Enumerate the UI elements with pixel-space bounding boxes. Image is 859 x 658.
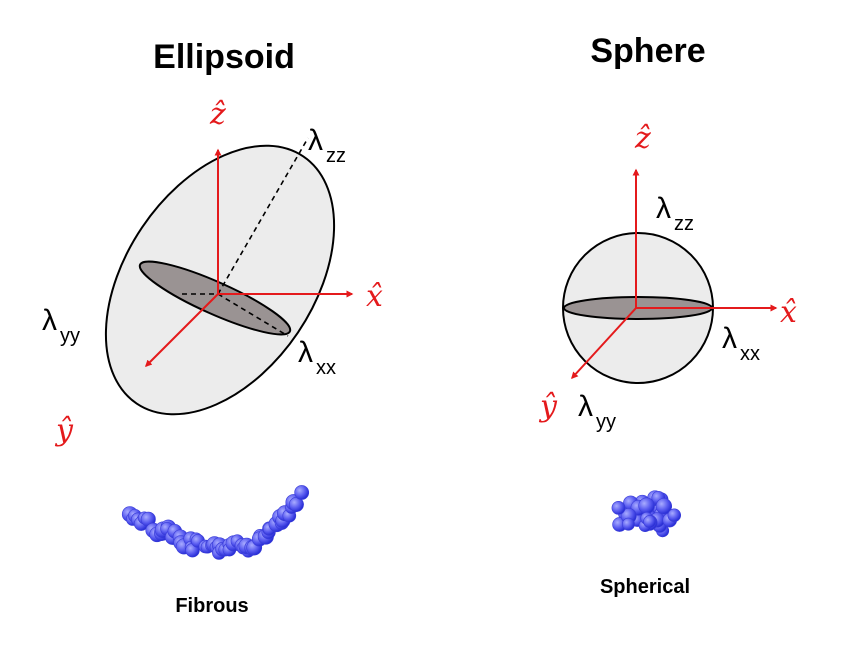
svg-text:xx: xx [316, 357, 336, 379]
svg-text:λ: λ [722, 322, 737, 355]
molecule-bead [611, 501, 626, 515]
svg-text:zz: zz [326, 145, 346, 167]
fibrous-protein-icon [121, 485, 310, 560]
ellipsoid-zz-dashed-axis [217, 137, 309, 295]
ellipsoid-caption: Fibrous [175, 595, 248, 617]
molecule-bead [655, 498, 673, 515]
ellipsoid-xx-dashed-axis [217, 293, 289, 337]
sphere-y-axis-arrow [571, 307, 637, 380]
sphere-panel: Sphere ẑ x̂ ŷ λ zz λ xx λ yy Spherical [538, 32, 797, 598]
sphere-lambda-xx-label: λ xx [722, 322, 760, 365]
molecule-bead [643, 515, 657, 529]
svg-text:λ: λ [308, 124, 323, 157]
ellipsoid-title: Ellipsoid [153, 38, 295, 76]
ellipsoid-panel: Ellipsoid ẑ x̂ ŷ λ zz λ yy λ xx [42, 38, 383, 617]
svg-text:yy: yy [596, 411, 616, 433]
molecule-bead [621, 517, 635, 531]
svg-text:xx: xx [740, 343, 760, 365]
ellipsoid-body [104, 144, 336, 416]
svg-text:zz: zz [674, 213, 694, 235]
molecule-bead [638, 497, 655, 515]
svg-text:yy: yy [60, 325, 80, 347]
ellipsoid-x-axis-label: x̂ [366, 279, 383, 314]
sphere-lambda-zz-label: λ zz [656, 192, 694, 235]
sphere-title: Sphere [590, 32, 705, 70]
ellipsoid-lambda-zz-label: λ zz [308, 124, 346, 167]
ellipsoid-z-axis-label: ẑ [209, 97, 226, 132]
sphere-lambda-yy-label: λ yy [578, 390, 616, 433]
ellipsoid-y-axis-label: ŷ [54, 413, 74, 448]
svg-text:λ: λ [298, 336, 313, 369]
sphere-caption: Spherical [600, 576, 690, 598]
svg-text:λ: λ [578, 390, 593, 423]
spherical-protein-icon [611, 490, 682, 538]
ellipsoid-lambda-yy-label: λ yy [42, 304, 80, 347]
molecule-bead [294, 485, 310, 500]
molecule-bead [667, 508, 682, 522]
ellipsoid-y-axis-arrow [145, 293, 219, 367]
sphere-y-axis-label: ŷ [538, 389, 558, 424]
svg-text:λ: λ [42, 304, 57, 337]
svg-text:λ: λ [656, 192, 671, 225]
sphere-x-axis-label: x̂ [780, 295, 797, 330]
ellipsoid-lambda-xx-label: λ xx [298, 336, 336, 379]
sphere-z-axis-label: ẑ [634, 121, 651, 156]
